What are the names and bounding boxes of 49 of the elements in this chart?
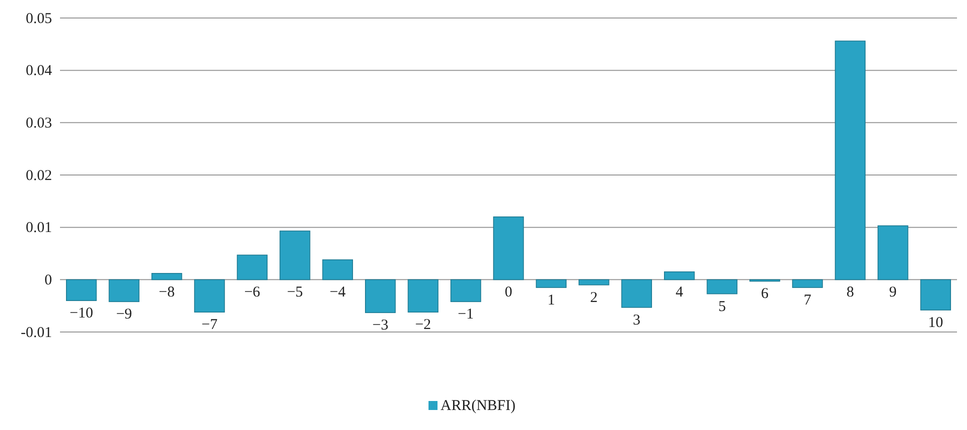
y-tick-label: 0.03 [26, 115, 52, 132]
x-tick-label: −10 [70, 306, 94, 322]
bar [450, 279, 482, 302]
y-tick-label: 0.04 [26, 63, 52, 80]
x-tick-label: 7 [804, 292, 812, 309]
bar [878, 225, 908, 280]
bar [365, 279, 396, 314]
bar [920, 279, 951, 310]
bar [408, 279, 438, 313]
y-tick-label: 0.05 [26, 10, 52, 27]
x-tick-label: 1 [547, 292, 555, 309]
bar [536, 279, 567, 288]
bar [493, 216, 524, 280]
bar [151, 272, 182, 280]
x-tick-label: −1 [458, 306, 474, 323]
x-tick-label: 6 [761, 286, 770, 302]
bar [66, 279, 97, 301]
bar [108, 279, 140, 302]
bar [706, 279, 738, 294]
x-tick-label: 4 [676, 284, 684, 301]
bar [834, 40, 866, 280]
x-tick-label: −9 [116, 306, 132, 323]
bar [236, 254, 268, 280]
x-tick-label: 10 [928, 315, 944, 332]
x-tick-label: 5 [718, 298, 726, 315]
bar [621, 279, 652, 308]
x-tick-label: −2 [415, 317, 432, 334]
bar [578, 279, 610, 286]
bar [792, 279, 823, 288]
x-tick-label: −5 [286, 284, 303, 301]
x-tick-label: 2 [590, 290, 598, 306]
x-tick-label: 9 [889, 284, 897, 301]
y-tick-label: -0.01 [20, 324, 52, 341]
bar [322, 259, 353, 280]
y-tick-label: 0 [44, 272, 52, 288]
bar [664, 271, 695, 280]
y-tick-label: 0.02 [26, 168, 52, 184]
x-tick-label: 3 [632, 312, 640, 328]
legend-label: ARR(NBFI) [440, 398, 516, 414]
bar [280, 230, 310, 280]
x-tick-label: −4 [330, 284, 346, 301]
x-tick-label: −3 [372, 318, 388, 334]
x-tick-label: −6 [244, 284, 261, 301]
x-tick-label: 0 [504, 284, 512, 301]
bar [194, 279, 225, 313]
x-tick-label: −7 [202, 317, 218, 334]
x-tick-label: 8 [846, 284, 854, 301]
y-tick-label: 0.01 [26, 220, 52, 236]
x-tick-label: −8 [158, 284, 175, 301]
